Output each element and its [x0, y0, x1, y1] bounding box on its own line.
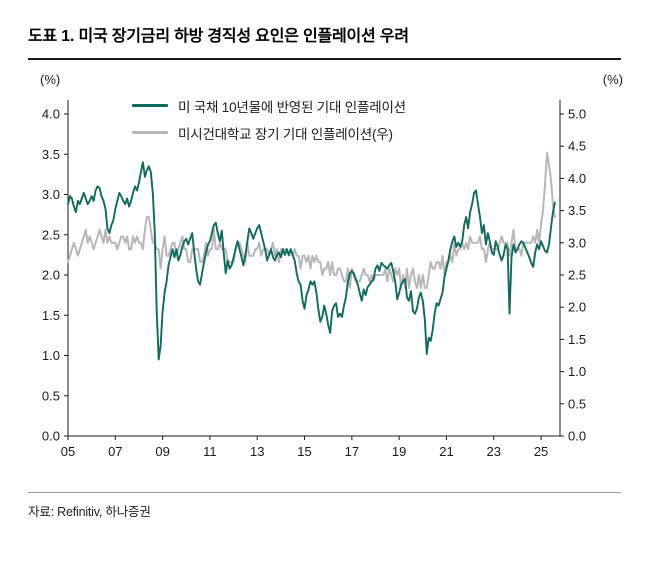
svg-text:2.5: 2.5 — [42, 227, 60, 242]
svg-text:05: 05 — [61, 444, 75, 459]
svg-text:07: 07 — [108, 444, 122, 459]
svg-text:5.0: 5.0 — [568, 107, 586, 122]
svg-text:3.5: 3.5 — [42, 147, 60, 162]
svg-text:13: 13 — [250, 444, 264, 459]
svg-text:21: 21 — [439, 444, 453, 459]
legend-label-breakeven-inflation: 미 국채 10년물에 반영된 기대 인플레이션 — [178, 99, 406, 115]
legend-item-michigan-expectations: 미시건대학교 장기 기대 인플레이션(우) — [132, 119, 406, 146]
footer-divider — [28, 492, 621, 493]
title-divider — [28, 58, 621, 60]
left-axis-ticks: 4.0 3.5 3.0 2.5 2.0 1.5 1.0 0.5 0.0 — [42, 107, 68, 444]
svg-text:2.0: 2.0 — [42, 268, 60, 283]
svg-text:1.0: 1.0 — [568, 364, 586, 379]
svg-text:19: 19 — [392, 444, 406, 459]
svg-text:15: 15 — [297, 444, 311, 459]
chart-footer: 자료: Refinitiv, 하나증권 — [0, 492, 649, 520]
chart-area: (%) (%) 4.0 3.5 3.0 2.5 2.0 1.5 1.0 0.5 0.0 5.0 4.… — [0, 66, 649, 476]
svg-text:3.0: 3.0 — [42, 187, 60, 202]
svg-text:0.0: 0.0 — [42, 429, 60, 444]
right-axis-ticks: 5.0 4.5 4.0 3.5 3.0 2.5 2.0 1.5 1.0 0.5 0.0 — [560, 107, 586, 444]
svg-text:0.5: 0.5 — [568, 396, 586, 411]
svg-text:11: 11 — [203, 444, 217, 459]
svg-text:4.5: 4.5 — [568, 139, 586, 154]
teal-line-sample — [132, 104, 168, 107]
series-line-michigan — [67, 151, 556, 289]
svg-text:4.0: 4.0 — [568, 171, 586, 186]
svg-text:25: 25 — [534, 444, 548, 459]
svg-text:4.0: 4.0 — [42, 107, 60, 122]
svg-text:17: 17 — [345, 444, 359, 459]
svg-text:3.5: 3.5 — [568, 203, 586, 218]
legend-item-breakeven-inflation: 미 국채 10년물에 반영된 기대 인플레이션 — [132, 92, 406, 119]
legend-label-michigan-expectations: 미시건대학교 장기 기대 인플레이션(우) — [178, 126, 393, 142]
right-axis-unit-label: (%) — [602, 72, 623, 87]
source-note: 자료: Refinitiv, 하나증권 — [28, 505, 151, 519]
svg-text:0.0: 0.0 — [568, 429, 586, 444]
svg-text:23: 23 — [487, 444, 501, 459]
left-axis-unit-label: (%) — [40, 72, 61, 87]
svg-text:1.0: 1.0 — [42, 348, 60, 363]
svg-text:2.0: 2.0 — [568, 300, 586, 315]
page-title: 도표 1. 미국 장기금리 하방 경직성 요인은 인플레이션 우려 — [28, 28, 409, 45]
series-line-breakeven — [67, 161, 556, 361]
chart-header: 도표 1. 미국 장기금리 하방 경직성 요인은 인플레이션 우려 — [0, 0, 649, 60]
gray-line-sample — [132, 131, 168, 134]
line-chart-canvas: 4.0 3.5 3.0 2.5 2.0 1.5 1.0 0.5 0.0 5.0 4.5 4.0 3.5 3… — [42, 100, 586, 459]
chart-legend: 미 국채 10년물에 반영된 기대 인플레이션 미시건대학교 장기 기대 인플레… — [132, 92, 406, 146]
svg-text:0.5: 0.5 — [42, 388, 60, 403]
svg-text:09: 09 — [155, 444, 169, 459]
x-axis-ticks: 05 07 09 11 13 15 17 19 21 23 25 — [61, 436, 548, 459]
svg-text:3.0: 3.0 — [568, 235, 586, 250]
svg-text:1.5: 1.5 — [42, 308, 60, 323]
svg-text:2.5: 2.5 — [568, 268, 586, 283]
svg-text:1.5: 1.5 — [568, 332, 586, 347]
